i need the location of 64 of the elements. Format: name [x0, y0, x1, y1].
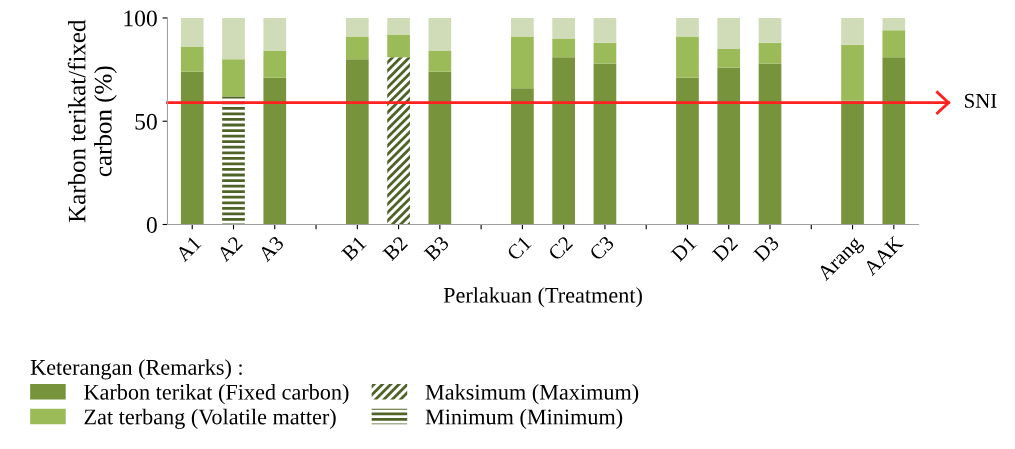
x-tick-label: D1 [670, 235, 697, 263]
bar [180, 71, 204, 225]
bar [593, 17, 617, 43]
legend-label: Minimum (Minimum) [425, 408, 623, 429]
bar [593, 42, 617, 64]
y-tick-label: 50 [135, 113, 157, 130]
x-tick-label: A1 [174, 235, 202, 263]
bar [345, 17, 369, 37]
bar [552, 57, 576, 225]
bar [511, 17, 534, 37]
x-tick-label: D3 [752, 235, 780, 263]
legend-title: Keterangan (Remarks) : [30, 359, 242, 380]
x-tick-label: B1 [341, 235, 367, 262]
bar [263, 77, 287, 225]
x-tick-label: C1 [506, 235, 532, 262]
x-tick-label: B2 [382, 235, 409, 262]
bar [882, 17, 906, 31]
bar [882, 57, 906, 225]
bar [841, 17, 864, 45]
x-tick-label: C3 [588, 235, 615, 262]
x-tick-label: A3 [257, 235, 285, 263]
bar [263, 17, 287, 52]
bar [758, 42, 782, 64]
bar [345, 36, 369, 60]
bar [552, 38, 576, 58]
y-axis-title: Karbon terikat/fixed carbon (%) [67, 19, 117, 223]
bar [882, 30, 906, 58]
x-axis-title: Perlakuan (Treatment) [443, 287, 642, 308]
x-tick-label: B3 [423, 235, 450, 262]
bar [222, 59, 245, 97]
bar [676, 77, 699, 225]
legend-label: Zat terbang (Volatile matter) [84, 408, 336, 429]
bar [717, 67, 741, 225]
y-tick-label: 0 [146, 216, 157, 233]
bar [387, 57, 410, 225]
bar [263, 51, 287, 78]
bar [222, 96, 245, 225]
bar [180, 46, 204, 72]
x-tick-label: C2 [547, 235, 574, 262]
x-tick-label: D2 [711, 235, 739, 263]
bar [428, 51, 452, 72]
ref-line-label: SNI [965, 93, 997, 108]
bar [387, 17, 410, 35]
bar [758, 17, 782, 43]
x-tick-label: A2 [216, 235, 243, 263]
bar [222, 17, 245, 60]
bar [717, 48, 741, 68]
bar [387, 34, 410, 58]
bar [758, 63, 782, 225]
bar [428, 71, 452, 225]
bar [676, 17, 699, 37]
legend-label: Maksimum (Maximum) [425, 384, 639, 405]
bar [428, 17, 452, 52]
bar [552, 17, 576, 39]
bar [841, 44, 864, 101]
bar [511, 88, 534, 225]
y-tick-label: 100 [124, 10, 157, 27]
bar [180, 17, 204, 47]
bar [676, 36, 699, 78]
bar [717, 17, 741, 49]
legend-label: Karbon terikat (Fixed carbon) [84, 384, 349, 405]
bar [345, 59, 369, 225]
bar [593, 63, 617, 225]
bar [511, 36, 534, 89]
